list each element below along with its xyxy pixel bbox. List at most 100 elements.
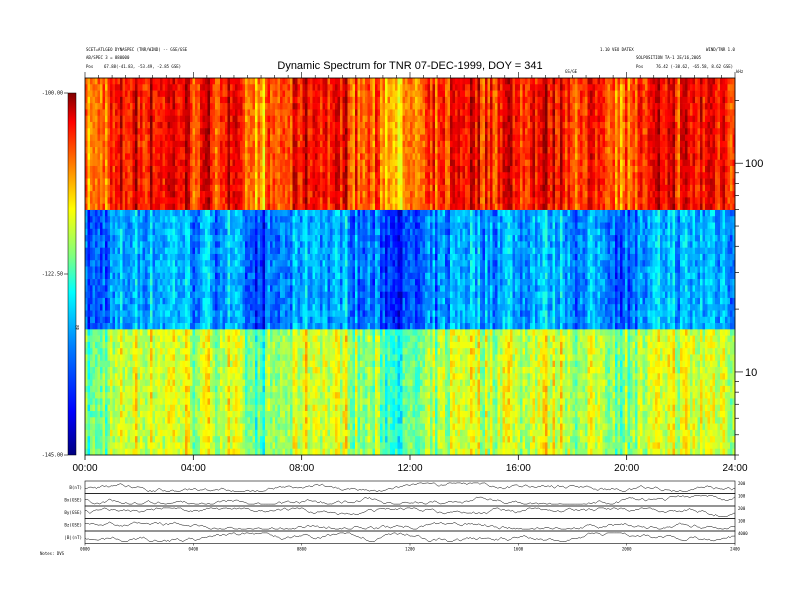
heatmap-cell	[155, 228, 158, 236]
heatmap-cell	[217, 373, 221, 380]
heatmap-cell	[182, 260, 186, 267]
heatmap-cell	[192, 360, 196, 368]
heatmap-cell	[245, 184, 248, 192]
heatmap-cell	[197, 78, 201, 85]
heatmap-cell	[167, 140, 171, 148]
heatmap-cell	[222, 272, 226, 280]
heatmap-cell	[237, 90, 241, 98]
heatmap-cell	[117, 172, 121, 179]
heatmap-cell	[277, 335, 281, 343]
heatmap-cell	[112, 373, 116, 380]
heatmap-cell	[122, 291, 126, 299]
heatmap-cell	[227, 153, 231, 160]
heatmap-cell	[125, 304, 128, 311]
heatmap-cell	[127, 84, 131, 91]
heatmap-cell	[242, 379, 246, 387]
heatmap-cell	[272, 260, 276, 267]
heatmap-cell	[217, 184, 221, 192]
heatmap-cell	[115, 115, 118, 123]
heatmap-cell	[137, 341, 141, 349]
heatmap-cell	[262, 134, 266, 142]
heatmap-cell	[227, 367, 231, 374]
heatmap-cell	[235, 197, 238, 204]
heatmap-cell	[102, 379, 106, 387]
heatmap-cell	[92, 348, 96, 355]
heatmap-cell	[115, 341, 118, 349]
heatmap-cell	[200, 285, 203, 292]
heatmap-cell	[142, 140, 146, 148]
heatmap-cell	[132, 228, 136, 236]
heatmap-cell	[280, 417, 283, 424]
heatmap-cell	[167, 247, 171, 255]
heatmap-cell	[227, 316, 231, 324]
heatmap-cell	[192, 335, 196, 343]
heatmap-cell	[125, 90, 128, 98]
heatmap-cell	[290, 260, 293, 267]
heatmap-cell	[145, 78, 148, 85]
heatmap-cell	[250, 96, 253, 104]
heatmap-cell	[167, 348, 171, 355]
heatmap-cell	[245, 96, 248, 104]
heatmap-cell	[157, 203, 161, 211]
heatmap-cell	[282, 172, 286, 179]
heatmap-cell	[137, 147, 141, 154]
heatmap-cell	[110, 165, 113, 173]
heatmap-cell	[190, 341, 193, 349]
heatmap-cell	[167, 323, 171, 330]
heatmap-cell	[165, 153, 168, 160]
heatmap-cell	[225, 241, 228, 248]
heatmap-cell	[107, 184, 111, 192]
heatmap-cell	[222, 417, 226, 424]
heatmap-cell	[242, 165, 246, 173]
heatmap-cell	[122, 165, 126, 173]
heatmap-cell	[272, 253, 276, 261]
heatmap-cell	[192, 191, 196, 198]
heatmap-cell	[147, 203, 151, 211]
heatmap-cell	[247, 159, 251, 167]
heatmap-cell	[212, 260, 216, 267]
heatmap-cell	[275, 310, 278, 318]
heatmap-cell	[145, 235, 148, 242]
heatmap-cell	[177, 247, 181, 255]
heatmap-cell	[232, 429, 236, 437]
heatmap-cell	[285, 260, 288, 267]
heatmap-cell	[125, 247, 128, 255]
heatmap-cell	[190, 172, 193, 179]
heatmap-cell	[290, 178, 293, 186]
heatmap-cell	[180, 84, 183, 91]
heatmap-cell	[117, 442, 121, 450]
heatmap-cell	[187, 134, 191, 142]
heatmap-cell	[145, 191, 148, 198]
heatmap-cell	[212, 228, 216, 236]
heatmap-cell	[277, 197, 281, 204]
heatmap-cell	[275, 209, 278, 217]
heatmap-cell	[95, 279, 98, 286]
heatmap-cell	[120, 78, 123, 85]
heatmap-cell	[162, 423, 166, 431]
heatmap-cell	[230, 235, 233, 242]
heatmap-cell	[132, 304, 136, 311]
heatmap-cell	[105, 184, 108, 192]
heatmap-cell	[85, 392, 88, 399]
heatmap-cell	[147, 128, 151, 135]
heatmap-cell	[230, 385, 233, 393]
heatmap-cell	[250, 360, 253, 368]
heatmap-cell	[237, 241, 241, 248]
heatmap-cell	[97, 297, 101, 305]
heatmap-cell	[222, 323, 226, 330]
heatmap-cell	[265, 335, 268, 343]
heatmap-cell	[147, 228, 151, 236]
heatmap-cell	[167, 134, 171, 142]
heatmap-cell	[217, 417, 221, 424]
heatmap-cell	[167, 360, 171, 368]
heatmap-cell	[192, 291, 196, 299]
heatmap-cell	[185, 291, 188, 299]
heatmap-cell	[140, 222, 143, 230]
heatmap-cell	[105, 103, 108, 110]
heatmap-cell	[212, 172, 216, 179]
heatmap-cell	[157, 253, 161, 261]
heatmap-cell	[277, 442, 281, 450]
heatmap-cell	[260, 103, 263, 110]
heatmap-cell	[272, 398, 276, 406]
heatmap-cell	[225, 178, 228, 186]
